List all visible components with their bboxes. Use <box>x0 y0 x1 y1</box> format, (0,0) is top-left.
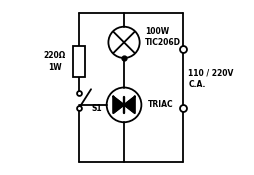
Text: 220Ω
1W: 220Ω 1W <box>43 51 66 72</box>
Text: TRIAC: TRIAC <box>148 100 173 109</box>
Polygon shape <box>113 97 123 113</box>
Text: 100W
TIC206D: 100W TIC206D <box>144 27 180 47</box>
Text: S1: S1 <box>91 104 101 113</box>
Polygon shape <box>123 97 134 113</box>
Text: 110 / 220V
C.A.: 110 / 220V C.A. <box>187 69 233 89</box>
FancyBboxPatch shape <box>73 46 85 77</box>
